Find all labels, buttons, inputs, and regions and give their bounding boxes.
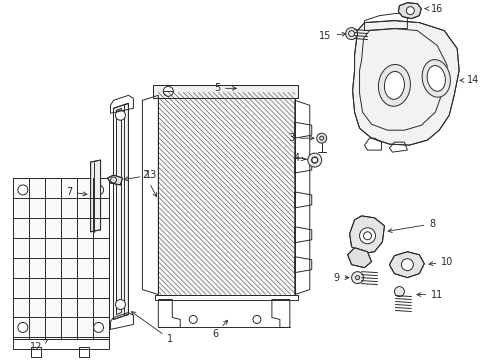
Circle shape	[394, 287, 404, 297]
Polygon shape	[158, 92, 295, 294]
Circle shape	[406, 7, 415, 15]
Polygon shape	[114, 103, 128, 319]
Ellipse shape	[378, 64, 411, 106]
Text: 8: 8	[388, 219, 436, 233]
Circle shape	[253, 315, 261, 323]
Ellipse shape	[422, 60, 450, 97]
Circle shape	[401, 259, 414, 271]
Circle shape	[308, 153, 322, 167]
Circle shape	[163, 86, 173, 96]
Polygon shape	[13, 178, 108, 339]
Text: 9: 9	[334, 273, 349, 283]
Text: 16: 16	[425, 4, 443, 14]
Circle shape	[116, 110, 125, 120]
Circle shape	[317, 133, 327, 143]
Text: 10: 10	[429, 257, 453, 267]
Text: 5: 5	[214, 84, 236, 93]
Polygon shape	[153, 85, 298, 98]
Polygon shape	[390, 252, 424, 278]
Circle shape	[352, 272, 364, 284]
Text: 13: 13	[124, 170, 158, 181]
Ellipse shape	[427, 66, 445, 91]
Polygon shape	[353, 21, 459, 145]
Polygon shape	[91, 160, 100, 232]
Circle shape	[18, 185, 28, 195]
Circle shape	[189, 315, 197, 323]
Text: 1: 1	[131, 312, 173, 345]
Text: 7: 7	[67, 187, 87, 197]
Text: 4: 4	[294, 153, 305, 163]
Ellipse shape	[385, 71, 404, 99]
Circle shape	[94, 185, 103, 195]
Circle shape	[345, 28, 358, 40]
Polygon shape	[398, 3, 421, 19]
Circle shape	[360, 228, 375, 244]
Text: 11: 11	[417, 289, 443, 300]
Text: 14: 14	[460, 75, 479, 85]
Circle shape	[116, 300, 125, 310]
Text: 15: 15	[319, 31, 346, 41]
Text: 12: 12	[29, 339, 48, 352]
Text: 6: 6	[212, 320, 227, 339]
Circle shape	[18, 323, 28, 332]
Polygon shape	[347, 248, 371, 268]
Polygon shape	[107, 175, 122, 185]
Circle shape	[94, 323, 103, 332]
Text: 2: 2	[142, 170, 157, 197]
Text: 3: 3	[289, 133, 314, 143]
Circle shape	[312, 157, 318, 163]
Polygon shape	[349, 216, 385, 254]
